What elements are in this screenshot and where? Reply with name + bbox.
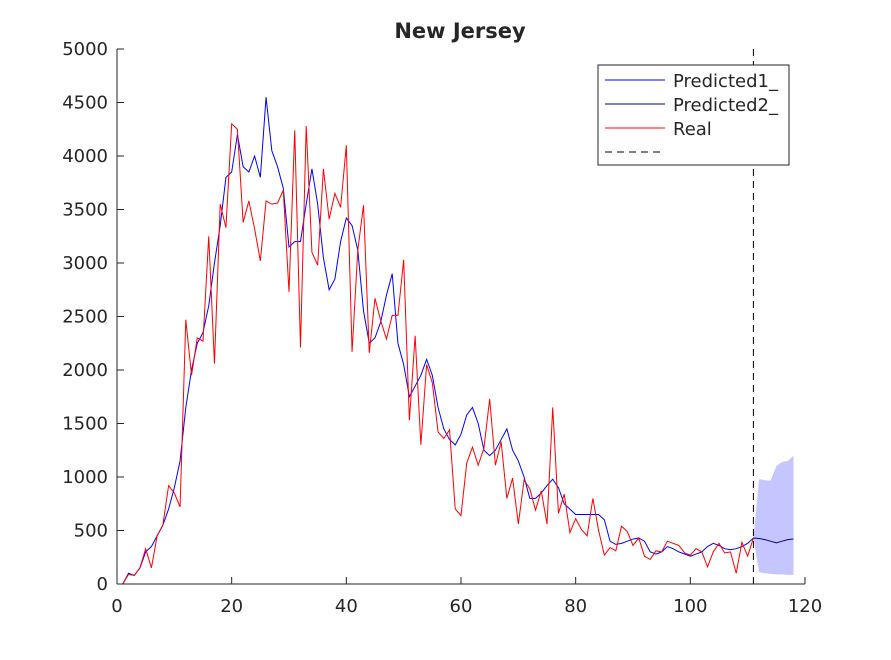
legend-label-predicted1: Predicted1_ — [673, 71, 779, 92]
x-tick-label: 60 — [450, 596, 473, 617]
y-tick-label: 3500 — [62, 200, 108, 221]
series-line-predicted2 — [753, 537, 794, 544]
y-tick-label: 500 — [74, 521, 108, 542]
x-tick-label: 120 — [788, 596, 822, 617]
y-tick-label: 0 — [97, 574, 108, 595]
x-tick-label: 40 — [335, 596, 358, 617]
y-tick-label: 5000 — [62, 39, 108, 60]
y-tick-label: 1500 — [62, 414, 108, 435]
y-tick-label: 4500 — [62, 93, 108, 114]
axes-layer: 0 20 40 60 80 100 120 0 500 1000 1500 2000 2500 3000 3… — [62, 39, 822, 617]
y-tick-label: 4000 — [62, 146, 108, 167]
prediction-interval-band — [753, 455, 794, 575]
legend-label-real: Real — [673, 119, 712, 140]
x-tick-label: 100 — [673, 596, 707, 617]
x-tick-label: 20 — [220, 596, 243, 617]
legend-label-predicted2: Predicted2_ — [673, 95, 779, 116]
prediction-band-layer — [753, 455, 794, 575]
x-tick-label: 80 — [564, 596, 587, 617]
series-line-predicted1 — [122, 97, 754, 585]
series-line-real — [122, 122, 754, 585]
legend: Predicted1_ Predicted2_ Real — [597, 64, 790, 166]
chart-title: New Jersey — [394, 19, 526, 43]
y-tick-label: 3000 — [62, 253, 108, 274]
y-tick-label: 2000 — [62, 360, 108, 381]
x-tick-label: 0 — [111, 596, 122, 617]
legend-box — [597, 64, 790, 166]
y-tick-label: 1000 — [62, 467, 108, 488]
y-tick-label: 2500 — [62, 307, 108, 328]
